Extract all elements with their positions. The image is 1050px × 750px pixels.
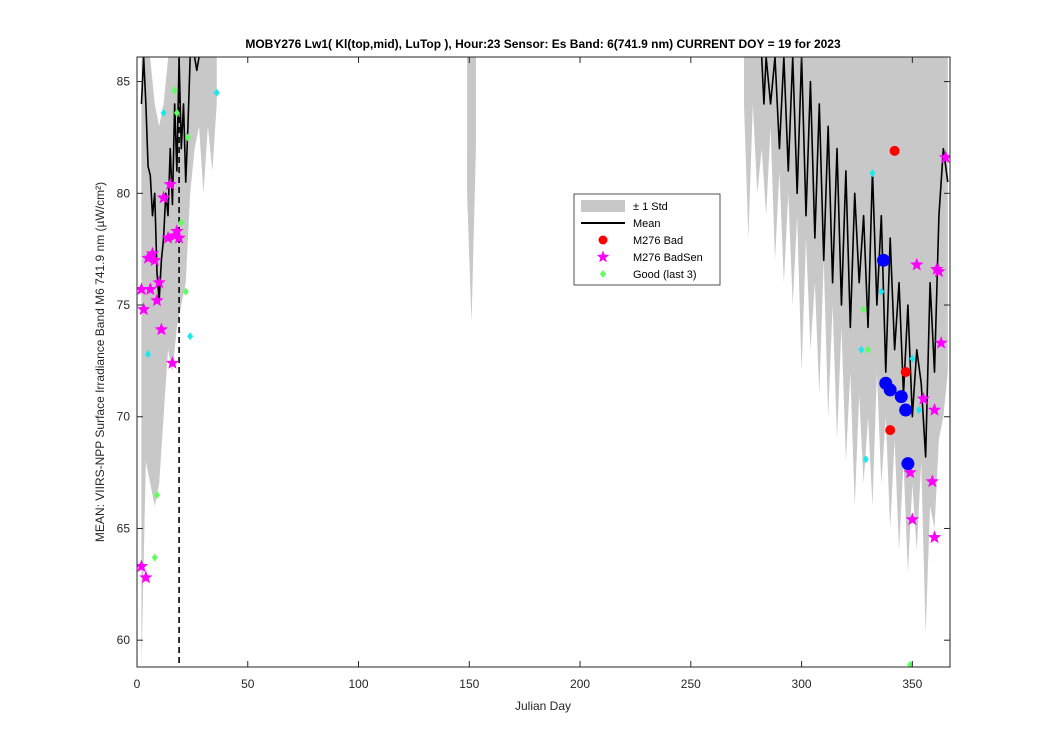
badsen-point	[165, 356, 180, 369]
cyan-diamond-point	[187, 332, 194, 341]
good-point	[860, 305, 867, 314]
legend-swatch-star	[596, 250, 610, 263]
badsen-point	[903, 465, 917, 479]
badsen-point	[150, 293, 164, 307]
y-tick-label: 60	[117, 633, 131, 647]
x-tick-label: 300	[792, 677, 812, 691]
bad-point	[889, 145, 900, 156]
blue-point	[883, 383, 897, 397]
badsen-point	[910, 257, 924, 271]
badsen-point	[143, 282, 157, 296]
legend-swatch-diamond	[600, 270, 606, 278]
good-point	[865, 345, 872, 354]
good-point	[151, 553, 158, 562]
chart-title: MOBY276 Lw1( Kl(top,mid), LuTop ), Hour:…	[245, 37, 841, 51]
blue-point	[899, 403, 913, 417]
badsen-point	[172, 230, 186, 244]
legend-label: M276 Bad	[633, 235, 683, 247]
legend-items: ± 1 Std Mean M276 Bad M276 BadSen Good (last…	[581, 200, 703, 281]
y-tick-label: 85	[117, 75, 131, 89]
badsen-point	[145, 246, 160, 260]
y-axis-title: MEAN: VIIRS-NPP Surface Irradiance Band …	[93, 182, 107, 542]
std-band-segment	[467, 57, 476, 323]
mean-line-segment	[193, 57, 200, 72]
x-tick-label: 350	[902, 677, 922, 691]
badsen-point	[925, 474, 939, 488]
blue-point	[894, 390, 908, 404]
badsen-point	[156, 190, 171, 204]
badsen-point	[927, 403, 942, 416]
badsen-point	[154, 322, 169, 336]
badsen-point	[137, 302, 151, 316]
legend-label: Mean	[633, 218, 661, 230]
x-tick-label: 200	[570, 677, 590, 691]
mean-line-segment	[140, 57, 191, 302]
cyan-diamond-point	[909, 354, 916, 363]
y-tick-label: 70	[117, 410, 131, 424]
blue-point	[877, 253, 891, 267]
bad-point	[885, 425, 896, 436]
mean-line-segment	[760, 57, 949, 458]
badsen-point	[141, 251, 155, 264]
badsen-point	[932, 264, 946, 278]
x-tick-label: 50	[241, 677, 255, 691]
x-axis: 0 50 100 150 200 250 300 350	[134, 57, 923, 691]
badsen-point	[938, 150, 950, 164]
legend-label: Good (last 3)	[633, 269, 697, 281]
legend-label: ± 1 Std	[633, 201, 668, 213]
legend-label: M276 BadSen	[633, 252, 703, 264]
marker-layer	[137, 86, 950, 667]
std-band-layer	[141, 57, 948, 667]
mean-line-layer	[140, 57, 949, 458]
good-point	[171, 86, 178, 95]
badsen-point	[930, 262, 944, 275]
x-tick-label: 0	[134, 677, 141, 691]
good-point	[153, 490, 160, 499]
cyan-diamond-point	[858, 345, 865, 354]
badsen-point	[163, 177, 177, 191]
std-band-segment	[141, 57, 217, 667]
legend: ± 1 Std Mean M276 Bad M276 BadSen Good (last…	[573, 193, 721, 286]
good-point	[907, 660, 914, 667]
badsen-point	[148, 253, 162, 266]
legend-swatch-band	[581, 200, 625, 212]
badsen-point	[916, 391, 931, 405]
badsen-point	[137, 282, 149, 296]
badsen-point	[170, 224, 184, 237]
cyan-diamond-point	[869, 169, 876, 178]
good-point	[178, 218, 185, 227]
cyan-diamond-point	[213, 88, 220, 97]
badsen-point	[152, 275, 166, 289]
y-tick-label: 65	[117, 521, 131, 535]
cyan-diamond-point	[160, 108, 167, 117]
x-tick-label: 250	[681, 677, 701, 691]
badsen-point	[137, 559, 149, 573]
x-axis-title: Julian Day	[515, 699, 571, 713]
badsen-point	[905, 512, 919, 526]
good-point	[184, 133, 191, 142]
y-axis: 60 65 70 75 80 85	[117, 75, 950, 647]
std-band-segment	[743, 57, 948, 634]
badsen-point	[139, 570, 153, 584]
good-point	[182, 287, 189, 296]
y-tick-label: 80	[117, 186, 131, 200]
y-tick-label: 75	[117, 298, 131, 312]
badsen-point	[934, 336, 948, 349]
cyan-diamond-point	[145, 350, 152, 359]
badsen-point	[161, 230, 175, 244]
x-tick-label: 100	[349, 677, 369, 691]
cyan-diamond-point	[915, 406, 922, 415]
cyan-diamond-point	[862, 455, 869, 464]
blue-point	[901, 457, 915, 471]
plot-frame	[136, 56, 951, 668]
legend-swatch-dot	[598, 235, 608, 245]
good-point	[173, 108, 180, 117]
x-tick-label: 150	[459, 677, 479, 691]
badsen-point	[927, 530, 942, 544]
bad-point	[900, 367, 911, 378]
cyan-diamond-point	[878, 287, 885, 296]
